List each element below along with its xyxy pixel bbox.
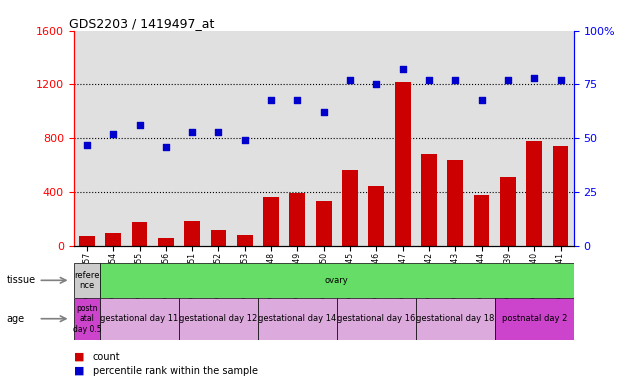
Point <box>135 122 145 128</box>
Text: count: count <box>93 352 121 362</box>
Bar <box>290 193 305 246</box>
Bar <box>416 298 495 340</box>
Text: gestational day 16: gestational day 16 <box>337 314 415 323</box>
Point <box>529 75 539 81</box>
Point <box>187 129 197 135</box>
Bar <box>500 177 516 246</box>
Bar <box>369 186 384 246</box>
Point <box>450 77 460 83</box>
Bar <box>553 146 569 246</box>
Point <box>424 77 434 83</box>
Text: age: age <box>6 314 24 324</box>
Point <box>319 109 329 116</box>
Bar <box>495 298 574 340</box>
Text: gestational day 12: gestational day 12 <box>179 314 258 323</box>
Text: gestational day 11: gestational day 11 <box>101 314 179 323</box>
Text: ■: ■ <box>74 352 84 362</box>
Bar <box>316 201 331 246</box>
Text: postn
atal
day 0.5: postn atal day 0.5 <box>72 304 101 334</box>
Bar <box>337 298 416 340</box>
Point <box>345 77 355 83</box>
Text: percentile rank within the sample: percentile rank within the sample <box>93 366 258 376</box>
Text: ovary: ovary <box>325 276 349 285</box>
Point <box>397 66 408 73</box>
Bar <box>100 298 179 340</box>
Bar <box>526 141 542 246</box>
Bar <box>105 233 121 246</box>
Point <box>555 77 565 83</box>
Bar <box>395 83 410 246</box>
Point <box>108 131 119 137</box>
Point <box>266 96 276 103</box>
Bar <box>158 238 174 246</box>
Point <box>213 129 224 135</box>
Bar <box>258 298 337 340</box>
Text: gestational day 14: gestational day 14 <box>258 314 337 323</box>
Bar <box>237 235 253 246</box>
Bar <box>210 230 226 246</box>
Text: postnatal day 2: postnatal day 2 <box>501 314 567 323</box>
Point <box>476 96 487 103</box>
Bar <box>74 298 100 340</box>
Bar <box>474 195 490 246</box>
Point <box>371 81 381 88</box>
Text: refere
nce: refere nce <box>74 271 99 290</box>
Text: ■: ■ <box>74 366 84 376</box>
Bar <box>263 197 279 246</box>
Point <box>240 137 250 144</box>
Bar <box>447 160 463 246</box>
Text: tissue: tissue <box>6 275 35 285</box>
Text: GDS2203 / 1419497_at: GDS2203 / 1419497_at <box>69 17 214 30</box>
Bar <box>421 154 437 246</box>
Bar <box>179 298 258 340</box>
Bar <box>184 221 200 246</box>
Point <box>292 96 303 103</box>
Point <box>503 77 513 83</box>
Bar <box>342 170 358 246</box>
Bar <box>79 236 95 246</box>
Text: gestational day 18: gestational day 18 <box>416 314 494 323</box>
Bar <box>131 222 147 246</box>
Point <box>161 144 171 150</box>
Point <box>82 142 92 148</box>
Bar <box>74 263 100 298</box>
